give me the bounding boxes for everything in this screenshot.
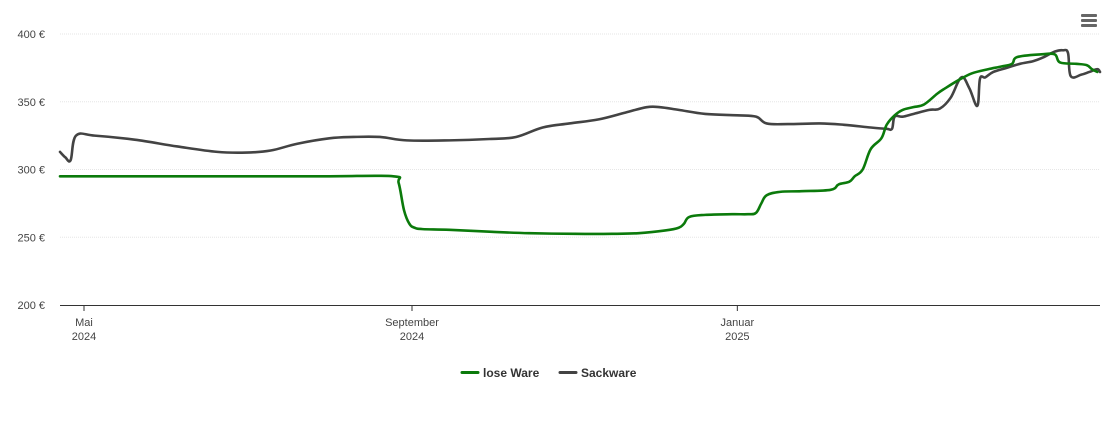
series-line-sackware[interactable] <box>58 48 1102 163</box>
x-tick-label: Mai <box>75 317 93 329</box>
series-line-lose-ware[interactable] <box>58 52 1099 236</box>
legend-label: Sackware <box>581 366 637 380</box>
menu-bar <box>1081 19 1097 22</box>
legend-item-sackware[interactable]: Sackware <box>558 366 637 380</box>
x-tick-year: 2024 <box>72 331 96 343</box>
series-lines <box>58 48 1102 236</box>
y-tick-label: 300 € <box>17 165 45 177</box>
grid-lines <box>60 33 1100 238</box>
y-tick-label: 350 € <box>17 97 45 109</box>
legend-label: lose Ware <box>483 366 540 380</box>
y-tick-label: 200 € <box>17 300 45 312</box>
x-tick-year: 2024 <box>400 331 424 343</box>
y-tick-label: 250 € <box>17 232 45 244</box>
x-tick-label: September <box>385 317 439 329</box>
legend-item-lose-ware[interactable]: lose Ware <box>460 366 540 380</box>
hamburger-menu-icon[interactable] <box>1080 12 1098 30</box>
x-tick-label: Januar <box>721 317 755 329</box>
x-axis: Mai 2024 September 2024 Januar 2025 <box>60 305 1100 343</box>
menu-bar <box>1081 24 1097 27</box>
y-tick-label: 400 € <box>17 29 45 41</box>
x-tick-year: 2025 <box>725 331 749 343</box>
legend[interactable]: lose Ware Sackware <box>460 366 637 380</box>
y-axis-ticks: 400 € 350 € 300 € 250 € 200 € <box>17 29 45 312</box>
menu-bar <box>1081 14 1097 17</box>
